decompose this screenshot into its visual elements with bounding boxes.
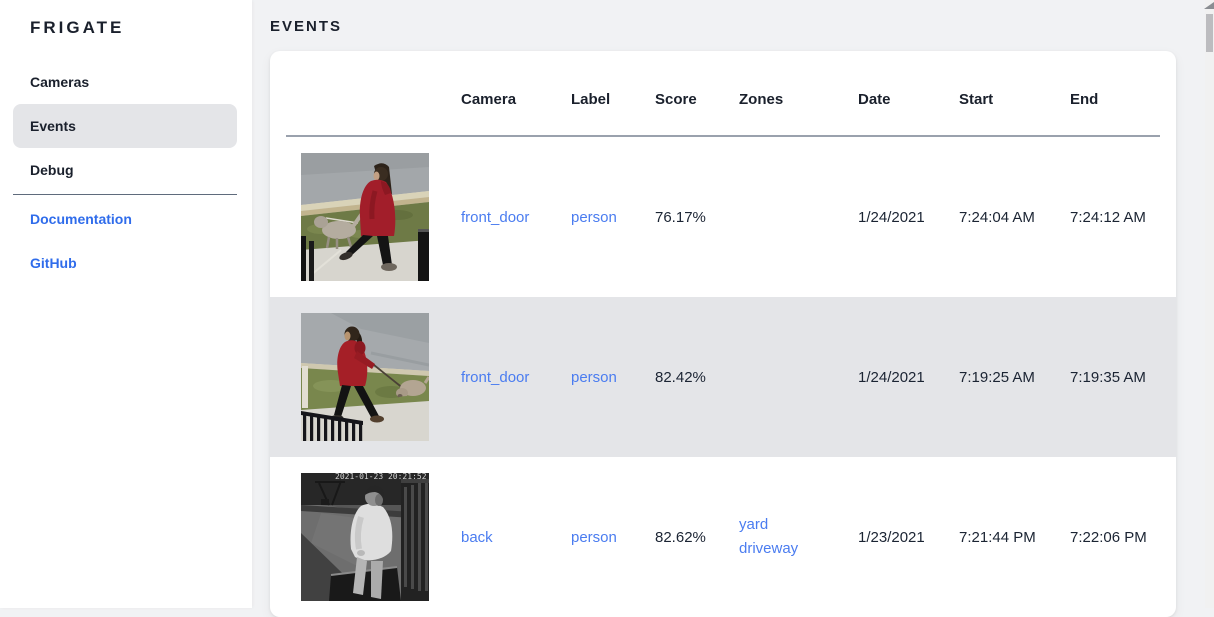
table-row[interactable]: front_door person 82.42% 1/24/2021 7:19:…: [270, 297, 1176, 457]
date-value: 1/24/2021: [858, 208, 925, 226]
sidebar-nav: Cameras Events Debug Documentation GitHu…: [0, 60, 252, 285]
sidebar: FRIGATE Cameras Events Debug Documentati…: [0, 0, 252, 608]
event-thumbnail[interactable]: 2021-01-23 20:21:52: [301, 473, 429, 601]
events-table-card: Camera Label Score Zones Date Start End: [270, 51, 1176, 617]
score-value: 82.62%: [655, 528, 706, 546]
zone-link[interactable]: yard: [739, 516, 769, 533]
table-row[interactable]: 2021-01-23 20:21:52 back person 82.62% y…: [270, 457, 1176, 617]
label-link[interactable]: person: [571, 208, 617, 226]
camera-link[interactable]: front_door: [461, 208, 530, 226]
event-thumbnail-image: [301, 313, 429, 441]
event-thumbnail-image: 2021-01-23 20:21:52: [301, 473, 429, 601]
start-value: 7:21:44 PM: [959, 528, 1036, 546]
sidebar-item-cameras[interactable]: Cameras: [30, 74, 90, 90]
end-value: 7:24:12 AM: [1070, 208, 1146, 226]
sidebar-link-documentation[interactable]: Documentation: [30, 211, 132, 227]
column-header-zones: Zones: [739, 90, 784, 108]
column-header-camera: Camera: [461, 90, 517, 108]
end-value: 7:22:06 PM: [1070, 528, 1147, 546]
column-header-label: Label: [571, 90, 611, 108]
label-link[interactable]: person: [571, 528, 617, 546]
thumbnail-timestamp-overlay: 2021-01-23 20:21:52: [335, 473, 427, 481]
app-logo: FRIGATE: [30, 18, 125, 37]
sidebar-item-events[interactable]: Events: [13, 104, 237, 148]
table-header-row: Camera Label Score Zones Date Start End: [270, 51, 1176, 135]
column-header-score: Score: [655, 90, 697, 108]
camera-link[interactable]: back: [461, 528, 493, 546]
date-value: 1/24/2021: [858, 368, 925, 386]
score-value: 82.42%: [655, 368, 706, 386]
start-value: 7:24:04 AM: [959, 208, 1035, 226]
scrollbar-thumb[interactable]: [1206, 14, 1213, 52]
event-thumbnail-image: [301, 153, 429, 281]
sidebar-divider: [13, 194, 237, 195]
zones-cell: yard driveway: [739, 513, 858, 561]
table-row[interactable]: front_door person 76.17% 1/24/2021 7:24:…: [270, 137, 1176, 297]
sidebar-link-github[interactable]: GitHub: [30, 255, 77, 271]
date-value: 1/23/2021: [858, 528, 925, 546]
page-title: EVENTS: [270, 18, 343, 35]
score-value: 76.17%: [655, 208, 706, 226]
table-header-divider: [286, 135, 1160, 137]
page-scrollbar[interactable]: [1205, 0, 1214, 608]
end-value: 7:19:35 AM: [1070, 368, 1146, 386]
start-value: 7:19:25 AM: [959, 368, 1035, 386]
zone-link[interactable]: driveway: [739, 540, 799, 557]
column-header-date: Date: [858, 90, 891, 108]
event-thumbnail[interactable]: [301, 313, 429, 441]
main-content: EVENTS Camera Label Score Zones Date Sta…: [252, 0, 1214, 617]
column-header-start: Start: [959, 90, 994, 108]
sidebar-item-debug[interactable]: Debug: [30, 162, 74, 178]
label-link[interactable]: person: [571, 368, 617, 386]
scrollbar-arrow-icon: [1204, 2, 1214, 9]
column-header-end: End: [1070, 90, 1099, 108]
camera-link[interactable]: front_door: [461, 368, 530, 386]
event-thumbnail[interactable]: [301, 153, 429, 281]
